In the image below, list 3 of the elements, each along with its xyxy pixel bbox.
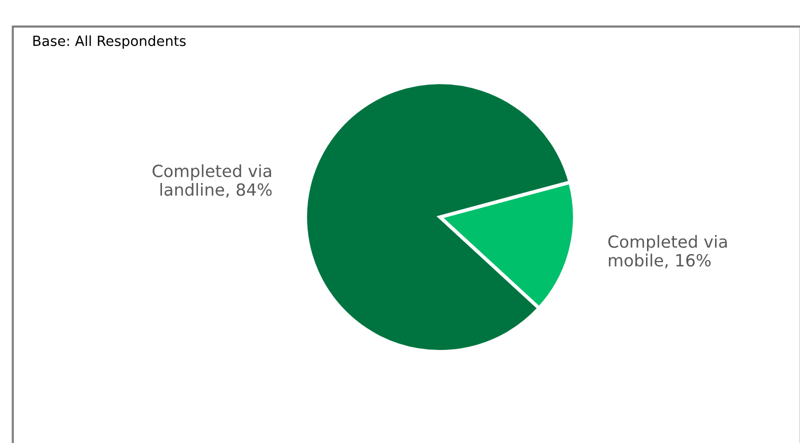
slice-label: Completed via landline, 84%: [152, 164, 272, 198]
slice-label: Completed via mobile, 16%: [608, 235, 727, 268]
text: Base: All Respondents: [33, 35, 186, 49]
